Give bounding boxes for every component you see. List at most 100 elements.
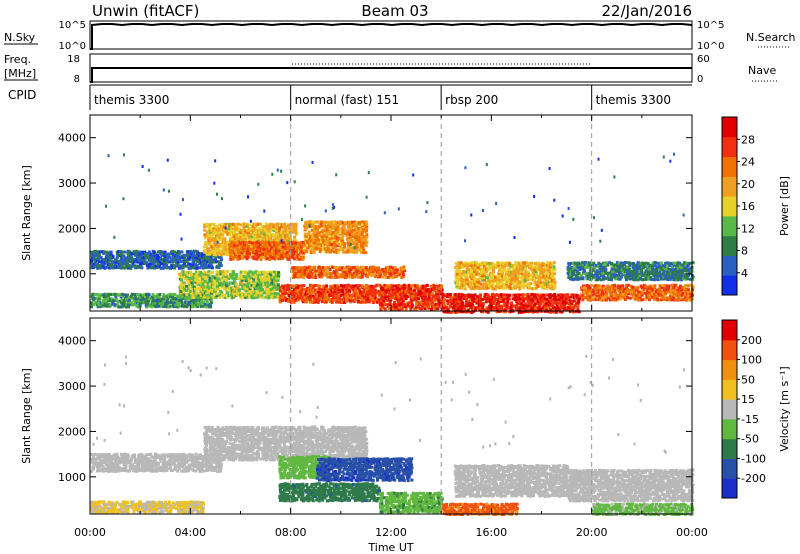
echo-cell — [289, 227, 293, 231]
echo-cell — [395, 288, 399, 292]
echo-cell — [206, 301, 210, 305]
echo-cell — [617, 261, 621, 265]
echo-cell — [138, 254, 142, 258]
echo-cell — [477, 281, 481, 284]
echo-cell — [221, 243, 224, 247]
echo-cell — [267, 287, 271, 291]
echo-cell — [315, 232, 319, 236]
echo-cell — [221, 222, 225, 226]
echo-cell — [400, 307, 404, 311]
echo-cell — [364, 238, 368, 242]
echo-cell — [247, 274, 251, 278]
echo-cell — [364, 220, 368, 224]
echo-cell — [294, 291, 298, 295]
echo-cell — [411, 296, 415, 300]
echo-cell — [469, 270, 473, 274]
echo-cell — [504, 277, 507, 281]
echo-cell — [483, 274, 486, 277]
echo-cell — [515, 280, 519, 284]
echo-cell — [283, 236, 287, 240]
echo-cell — [363, 298, 367, 302]
echo-cell — [169, 252, 173, 256]
echo-cell — [163, 304, 167, 308]
echo-cell — [512, 282, 516, 286]
echo-cell — [329, 234, 333, 238]
echo-cell — [221, 235, 225, 238]
echo-cell — [252, 279, 256, 283]
echo-cell — [129, 266, 133, 270]
echo-cell — [259, 253, 263, 257]
echo-cell — [402, 283, 406, 287]
echo-cell — [534, 293, 538, 297]
echo-cell — [357, 227, 360, 230]
echo-cell — [336, 223, 340, 227]
echo-cell — [256, 289, 260, 293]
echo-cell — [358, 244, 362, 248]
echo-cell — [327, 226, 330, 230]
echo-cell — [123, 262, 127, 266]
echo-cell — [592, 275, 596, 279]
echo-cell — [357, 232, 361, 236]
echo-cell — [518, 306, 522, 310]
echo-cell — [604, 269, 608, 273]
echo-cell — [292, 226, 296, 230]
freq-unit: [MHz] — [4, 67, 36, 80]
echo-cell — [359, 268, 363, 272]
echo-cell — [347, 272, 351, 276]
echo-cell — [522, 310, 526, 314]
echo-cell — [604, 271, 608, 275]
echo-cell — [175, 294, 179, 298]
echo-cell — [291, 294, 295, 298]
echo-cell — [345, 296, 348, 300]
echo-cell — [258, 272, 262, 276]
echo-cell — [365, 298, 369, 302]
echo-cell — [391, 288, 395, 292]
echo-cell — [336, 248, 340, 252]
echo-cell — [205, 275, 209, 278]
echo-cell — [343, 274, 347, 278]
echo-cell — [309, 300, 312, 304]
echo-cell — [190, 250, 194, 254]
echo-cell — [205, 233, 209, 237]
echo-cell — [203, 233, 207, 237]
echo-cell — [212, 260, 215, 264]
echo-cell — [210, 277, 214, 281]
echo-cell — [382, 299, 386, 303]
echo-cell — [265, 276, 269, 280]
echo-cell — [364, 266, 368, 270]
echo-cell — [401, 288, 405, 292]
echo-cell — [515, 272, 519, 276]
echo-cell — [322, 284, 326, 288]
echo-cell — [420, 304, 424, 308]
echo-cell — [536, 302, 540, 306]
echo-cell — [257, 253, 261, 257]
echo-cell — [136, 264, 140, 268]
echo-cell — [409, 288, 413, 292]
echo-cell — [342, 286, 345, 290]
echo-cell — [188, 282, 192, 286]
echo-cell — [529, 282, 533, 285]
echo-cell — [364, 251, 368, 255]
echo-cell — [297, 270, 301, 274]
echo-cell — [430, 301, 434, 305]
echo-cell — [318, 275, 322, 279]
echo-cell — [291, 298, 295, 302]
echo-cell — [256, 279, 260, 283]
echo-cell — [232, 294, 236, 298]
echo-cell — [575, 294, 579, 297]
echo-cell — [132, 298, 136, 302]
echo-cell — [361, 294, 365, 298]
echo-cell — [219, 270, 223, 274]
echo-cell — [335, 266, 339, 270]
echo-cell — [334, 232, 338, 236]
echo-cell — [464, 275, 468, 279]
echo-cell — [260, 277, 264, 281]
echo-cell — [261, 272, 265, 276]
echo-cell — [254, 255, 258, 259]
echo-cell — [323, 229, 327, 233]
echo-cell — [294, 231, 298, 235]
echo-cell — [244, 235, 248, 238]
echo-cell — [536, 293, 540, 297]
echo-cell — [441, 306, 445, 310]
echo-cell — [231, 272, 235, 276]
